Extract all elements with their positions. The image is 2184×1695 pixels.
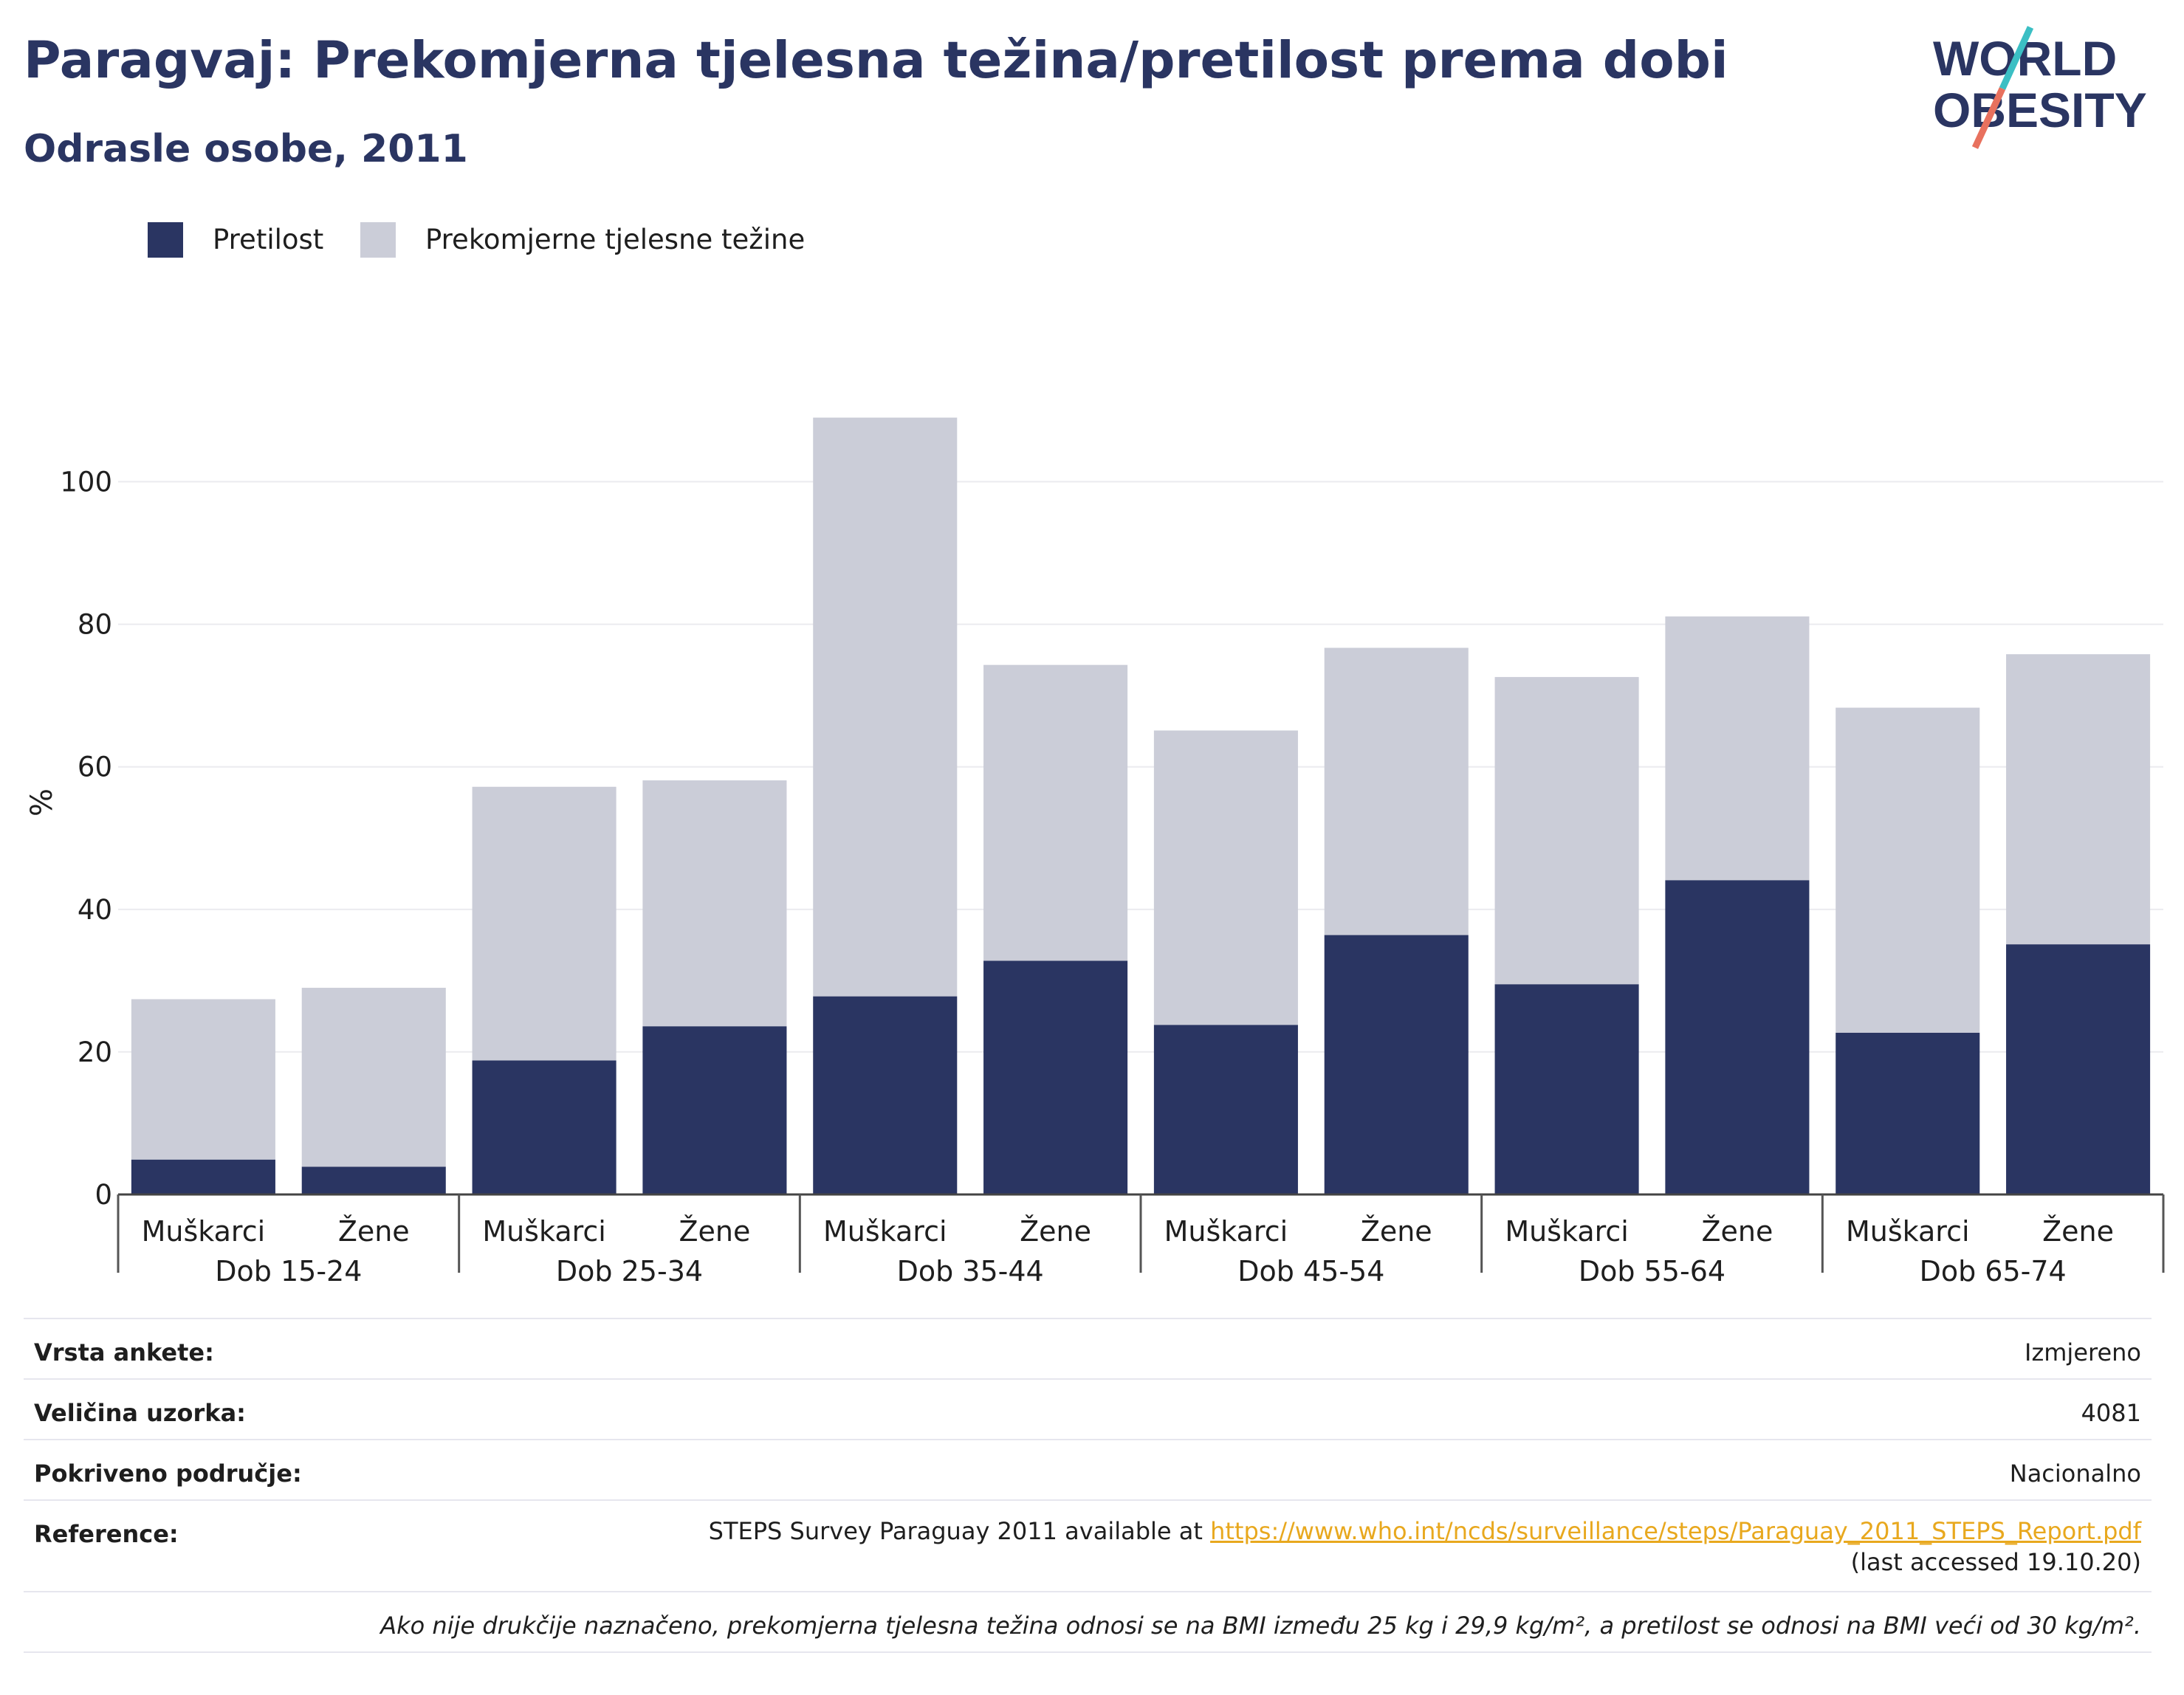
y-axis-title: % xyxy=(25,788,59,816)
x-group-label: Dob 35-44 xyxy=(897,1255,1044,1287)
bar-overweight xyxy=(1324,647,1469,935)
bar-obesity xyxy=(131,1159,275,1194)
bar-obesity xyxy=(1494,984,1639,1194)
table-bottom-border xyxy=(24,1651,2152,1653)
bar-obesity xyxy=(642,1026,787,1194)
bar-obesity xyxy=(1153,1025,1298,1194)
x-group-label: Dob 15-24 xyxy=(215,1255,362,1287)
x-subcategory-label: Žene xyxy=(1020,1215,1091,1248)
info-row-survey-type: Vrsta ankete: Izmjereno xyxy=(24,1318,2152,1380)
x-subcategory-label: Muškarci xyxy=(142,1215,266,1248)
reference-suffix: (last accessed 19.10.20) xyxy=(1850,1548,2141,1576)
reference-value: STEPS Survey Paraguay 2011 available at … xyxy=(665,1516,2141,1578)
x-subcategory-label: Muškarci xyxy=(823,1215,947,1248)
survey-type-value: Izmjereno xyxy=(2025,1338,2141,1366)
bar-obesity xyxy=(983,960,1128,1194)
stacked-bar-chart: 0 20 40 60 80 100% Muškarci Žene Muškarci Žene Muš… xyxy=(25,417,2165,1287)
bar-overweight xyxy=(1836,707,1980,1033)
bar-obesity xyxy=(2006,944,2151,1194)
bar-obesity xyxy=(301,1166,446,1194)
x-group-label: Dob 55-64 xyxy=(1579,1255,1725,1287)
bar-overweight xyxy=(813,417,958,997)
y-tick-label: 0 xyxy=(95,1179,112,1211)
bar-obesity xyxy=(1836,1032,1980,1194)
bar-overweight xyxy=(2006,654,2151,945)
x-group-label: Dob 45-54 xyxy=(1237,1255,1384,1287)
x-subcategory-label: Muškarci xyxy=(1164,1215,1288,1248)
bar-overweight xyxy=(301,988,446,1167)
coverage-label: Pokriveno područje: xyxy=(34,1460,302,1488)
x-group-label: Dob 25-34 xyxy=(556,1255,703,1287)
reference-label: Reference: xyxy=(34,1520,179,1548)
x-subcategory-label: Muškarci xyxy=(1505,1215,1629,1248)
page-title: Paragvaj: Prekomjerna tjelesna težina/pr… xyxy=(24,31,1728,90)
bar-overweight xyxy=(983,664,1128,961)
reference-prefix: STEPS Survey Paraguay 2011 available at xyxy=(708,1517,1211,1545)
bar-overweight xyxy=(1665,616,1810,881)
y-tick-label: 80 xyxy=(78,609,112,641)
legend-swatch-overweight xyxy=(360,222,396,258)
bar-overweight xyxy=(642,780,787,1027)
definition-note: Ako nije drukčije naznačeno, prekomjerna… xyxy=(380,1612,2141,1640)
bar-overweight xyxy=(1153,730,1298,1025)
sample-size-label: Veličina uzorka: xyxy=(34,1399,246,1427)
x-subcategory-label: Žene xyxy=(338,1215,410,1248)
page-subtitle: Odrasle osobe, 2011 xyxy=(24,127,468,171)
bar-obesity xyxy=(472,1060,617,1194)
x-subcategory-label: Muškarci xyxy=(482,1215,606,1248)
info-row-reference: Reference: STEPS Survey Paraguay 2011 av… xyxy=(24,1499,2152,1592)
x-subcategory-label: Muškarci xyxy=(1846,1215,1970,1248)
logo-slash-coral xyxy=(1971,87,2006,149)
bar-obesity xyxy=(813,996,958,1194)
survey-type-label: Vrsta ankete: xyxy=(34,1338,214,1366)
coverage-value: Nacionalno xyxy=(2009,1460,2141,1488)
x-subcategory-label: Žene xyxy=(2042,1215,2114,1248)
x-group-label: Dob 65-74 xyxy=(1920,1255,2067,1287)
logo-slash-teal xyxy=(1999,26,2034,90)
bar-obesity xyxy=(1665,880,1810,1194)
y-tick-label: 40 xyxy=(78,894,112,926)
info-row-note: Ako nije drukčije naznačeno, prekomjerna… xyxy=(24,1591,2152,1653)
y-tick-label: 60 xyxy=(78,752,112,783)
bar-obesity xyxy=(1324,935,1469,1194)
x-subcategory-label: Žene xyxy=(679,1215,750,1248)
world-obesity-logo: WORLD OBESITY xyxy=(1933,26,2147,149)
logo-word-obesity: OBESITY xyxy=(1933,83,2147,137)
legend-label-overweight: Prekomjerne tjelesne težine xyxy=(425,224,806,255)
bar-overweight xyxy=(131,999,275,1160)
bar-overweight xyxy=(1494,677,1639,985)
y-tick-label: 20 xyxy=(78,1036,112,1068)
sample-size-value: 4081 xyxy=(2081,1399,2141,1427)
y-tick-label: 100 xyxy=(60,467,112,498)
x-subcategory-label: Žene xyxy=(1361,1215,1432,1248)
info-row-sample-size: Veličina uzorka: 4081 xyxy=(24,1378,2152,1440)
bar-overweight xyxy=(472,786,617,1061)
reference-link[interactable]: https://www.who.int/ncds/surveillance/st… xyxy=(1210,1517,2141,1545)
legend-swatch-obesity xyxy=(148,222,183,258)
x-subcategory-label: Žene xyxy=(1701,1215,1773,1248)
info-row-coverage: Pokriveno područje: Nacionalno xyxy=(24,1439,2152,1501)
legend-label-obesity: Pretilost xyxy=(213,224,324,255)
